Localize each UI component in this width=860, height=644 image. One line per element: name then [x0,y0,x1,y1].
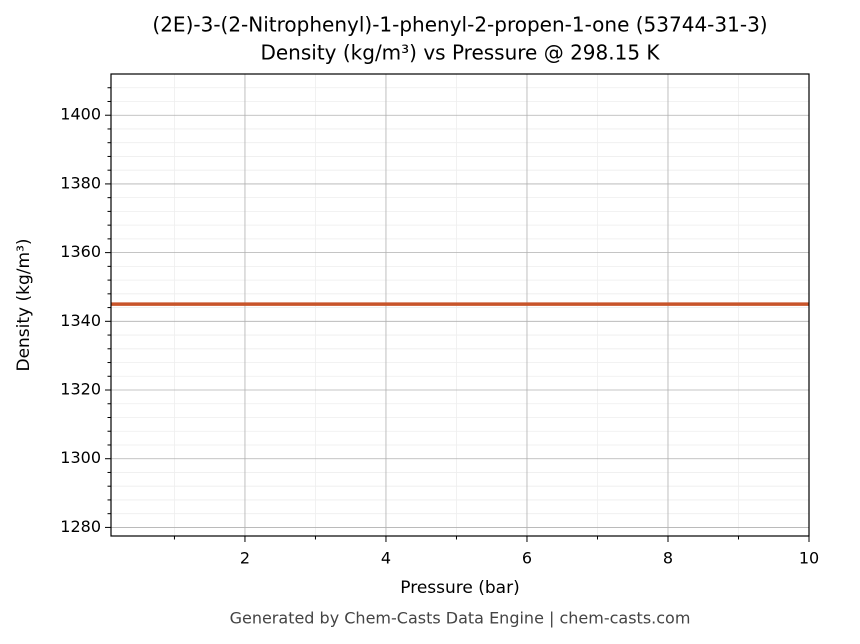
footer: Generated by Chem-Casts Data Engine | ch… [230,609,691,628]
x-tick-label: 8 [663,549,673,568]
x-tick-label: 2 [240,549,250,568]
y-tick-label: 1320 [60,380,101,399]
x-tick-label: 6 [522,549,532,568]
y-tick-label: 1360 [60,242,101,261]
y-tick-label: 1280 [60,517,101,536]
y-tick-label: 1340 [60,311,101,330]
x-tick-label: 4 [381,549,391,568]
plot-frame [110,73,810,537]
x-tick-label: 10 [799,549,819,568]
chart-title: (2E)-3-(2-Nitrophenyl)-1-phenyl-2-propen… [152,13,767,37]
x-axis-label: Pressure (bar) [400,578,519,598]
y-axis-label: Density (kg/m³) [14,238,34,371]
chart-subtitle: Density (kg/m³) vs Pressure @ 298.15 K [260,41,660,65]
y-tick-label: 1380 [60,173,101,192]
y-tick-label: 1300 [60,448,101,467]
y-tick-label: 1400 [60,105,101,124]
